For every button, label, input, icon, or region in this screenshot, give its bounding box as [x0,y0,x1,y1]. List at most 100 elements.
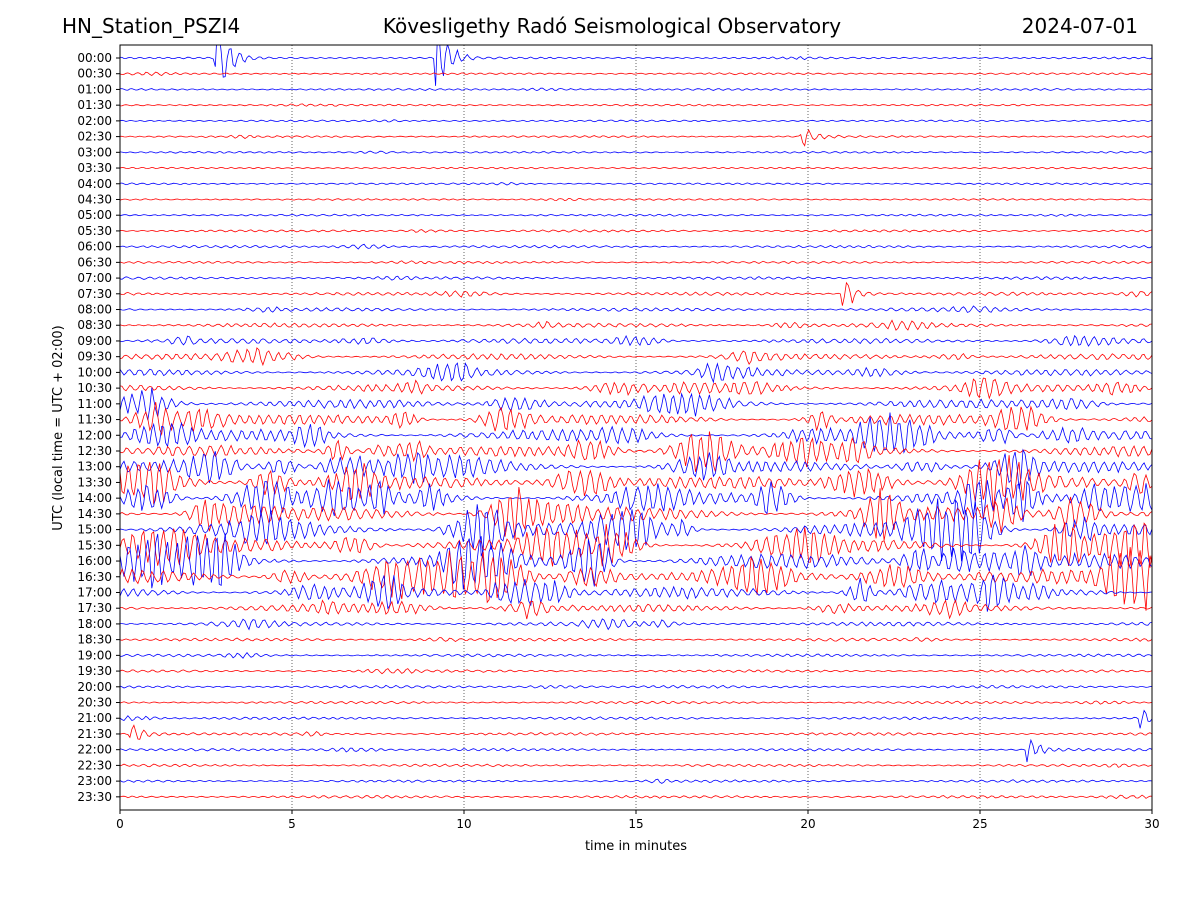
date-label: 2024-07-01 [1021,14,1138,38]
trace-04:00 [120,181,1152,186]
y-tick-label-13:30: 13:30 [77,475,112,489]
trace-08:00 [120,305,1152,313]
x-axis-label: time in minutes [585,839,687,854]
y-tick-label-02:00: 02:00 [77,114,112,128]
y-tick-label-23:00: 23:00 [77,774,112,788]
trace-11:30 [120,402,1152,437]
y-tick-label-20:30: 20:30 [77,696,112,710]
y-tick-label-11:30: 11:30 [77,413,112,427]
x-tick-label-25: 25 [972,817,987,831]
x-tick-label-0: 0 [116,817,124,831]
x-tick-label-20: 20 [800,817,815,831]
y-tick-label-15:30: 15:30 [77,538,112,552]
y-tick-label-13:00: 13:00 [77,460,112,474]
y-tick-label-03:00: 03:00 [77,145,112,159]
y-tick-label-10:00: 10:00 [77,365,112,379]
trace-05:00 [120,213,1152,217]
y-tick-label-16:30: 16:30 [77,570,112,584]
y-tick-label-15:00: 15:00 [77,523,112,537]
y-tick-label-09:00: 09:00 [77,334,112,348]
trace-10:00 [120,362,1152,384]
x-tick-label-10: 10 [456,817,471,831]
trace-16:30 [120,547,1152,611]
trace-11:00 [120,387,1152,421]
y-tick-label-16:00: 16:00 [77,554,112,568]
y-tick-label-22:00: 22:00 [77,743,112,757]
y-tick-label-19:00: 19:00 [77,648,112,662]
y-tick-label-22:30: 22:30 [77,758,112,772]
trace-01:00 [120,87,1152,92]
y-tick-label-19:30: 19:30 [77,664,112,678]
observatory-title: Kövesligethy Radó Seismological Observat… [382,14,842,38]
y-tick-label-06:00: 06:00 [77,240,112,254]
y-tick-label-18:30: 18:30 [77,633,112,647]
trace-18:30 [120,637,1152,642]
y-tick-label-11:00: 11:00 [77,397,112,411]
x-tick-label-30: 30 [1144,817,1159,831]
grid-lines [291,45,981,810]
y-tick-label-21:00: 21:00 [77,711,112,725]
y-tick-label-21:30: 21:30 [77,727,112,741]
trace-00:30 [120,71,1152,76]
y-tick-label-06:30: 06:30 [77,255,112,269]
x-axis-ticks: 0 5 10 15 20 25 30 [116,810,1160,831]
trace-20:30 [120,700,1152,705]
station-name: HN_Station_PSZI4 [62,14,241,38]
trace-15:00 [120,498,1152,562]
trace-17:30 [120,598,1152,620]
y-tick-label-03:30: 03:30 [77,161,112,175]
trace-23:30 [120,794,1152,799]
trace-23:00 [120,778,1152,784]
trace-21:00 [120,709,1152,729]
trace-20:00 [120,684,1152,689]
trace-22:00 [120,738,1152,763]
trace-16:00 [120,533,1152,590]
trace-06:00 [120,243,1152,250]
trace-01:30 [120,103,1152,107]
y-tick-label-05:30: 05:30 [77,224,112,238]
trace-18:00 [120,618,1152,631]
y-tick-label-01:30: 01:30 [77,98,112,112]
y-tick-label-12:00: 12:00 [77,428,112,442]
trace-12:30 [120,431,1152,472]
trace-08:30 [120,319,1152,331]
trace-19:00 [120,651,1152,659]
trace-21:30 [120,724,1152,740]
y-tick-label-08:00: 08:00 [77,303,112,317]
y-tick-label-00:00: 00:00 [77,51,112,65]
trace-15:30 [120,522,1152,568]
y-tick-label-20:00: 20:00 [77,680,112,694]
y-tick-label-08:30: 08:30 [77,318,112,332]
trace-04:30 [120,198,1152,202]
trace-10:30 [120,377,1152,400]
y-tick-label-23:30: 23:30 [77,790,112,804]
trace-02:00 [120,119,1152,123]
y-tick-label-17:00: 17:00 [77,585,112,599]
trace-09:00 [120,334,1152,347]
y-tick-label-07:30: 07:30 [77,287,112,301]
trace-02:30 [120,129,1152,147]
y-tick-label-00:30: 00:30 [77,67,112,81]
x-tick-label-5: 5 [288,817,296,831]
trace-19:30 [120,668,1152,675]
trace-09:30 [120,347,1152,367]
y-tick-label-01:00: 01:00 [77,82,112,96]
trace-05:30 [120,229,1152,233]
y-tick-label-17:30: 17:30 [77,601,112,615]
trace-13:30 [120,455,1152,512]
y-tick-label-14:00: 14:00 [77,491,112,505]
trace-07:30 [120,281,1152,306]
y-tick-label-09:30: 09:30 [77,350,112,364]
trace-12:00 [120,412,1152,454]
trace-00:00 [120,45,1152,86]
trace-03:00 [120,150,1152,154]
x-tick-label-15: 15 [628,817,643,831]
y-tick-label-02:30: 02:30 [77,130,112,144]
trace-14:30 [120,486,1152,541]
trace-14:00 [120,479,1152,523]
y-tick-label-18:00: 18:00 [77,617,112,631]
trace-03:30 [120,166,1152,170]
trace-07:00 [120,275,1152,281]
